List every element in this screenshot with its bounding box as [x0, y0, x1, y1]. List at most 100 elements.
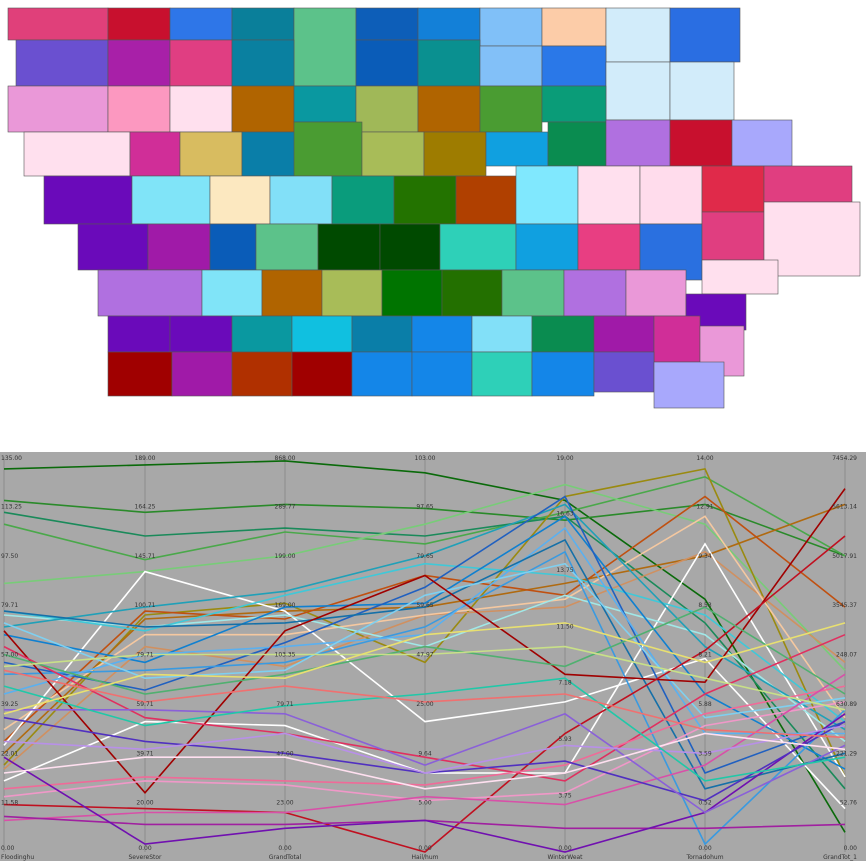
axis-tick-label: 3.59: [698, 750, 712, 757]
axis-tick-label: 14.00: [696, 455, 713, 462]
axis-tick-label: 3.75: [558, 793, 572, 800]
county-region-23: [170, 86, 232, 132]
county-region-91: [292, 352, 352, 396]
county-region-5: [356, 8, 418, 40]
county-region-19: [606, 62, 670, 120]
axis-name-Hail/hum: Hail/hum: [412, 854, 439, 861]
county-region-83: [472, 316, 532, 352]
axis-tick-label: 11.58: [1, 800, 18, 807]
county-region-43: [132, 176, 210, 224]
county-region-30: [24, 132, 130, 176]
county-region-2: [170, 8, 232, 40]
axis-tick-label: 164.25: [135, 503, 156, 510]
county-region-7: [480, 8, 542, 46]
county-region-42: [44, 176, 132, 224]
county-region-35: [362, 132, 424, 176]
county-region-95: [532, 352, 594, 396]
axis-tick-label: 103.00: [415, 455, 436, 462]
county-region-27: [418, 86, 480, 132]
axis-tick-label: 79.71: [1, 602, 18, 609]
axis-tick-label: 199.00: [275, 553, 296, 560]
county-region-40: [670, 120, 732, 166]
county-region-55: [148, 224, 210, 270]
county-region-80: [292, 316, 352, 352]
axis-tick-label: 79.65: [416, 553, 433, 560]
axis-tick-label: 79.71: [276, 701, 293, 708]
axis-tick-label: 0.00: [698, 845, 712, 852]
axis-tick-label: 59.71: [136, 701, 153, 708]
axis-tick-label: 9.34: [698, 553, 712, 560]
county-region-66: [98, 270, 202, 316]
county-region-60: [440, 224, 516, 270]
axis-tick-label: 0.00: [1, 845, 15, 852]
axis-tick-label: 221.29: [836, 750, 857, 757]
county-region-54: [78, 224, 148, 270]
county-region-97: [654, 362, 724, 408]
axis-tick-label: 5613.14: [832, 503, 857, 510]
county-region-51: [640, 166, 702, 224]
county-region-10: [670, 8, 740, 62]
county-region-78: [170, 316, 232, 352]
county-region-3: [232, 8, 294, 40]
county-region-24: [232, 86, 294, 132]
county-region-38: [548, 122, 606, 166]
county-region-22: [108, 86, 170, 132]
axis-tick-label: 8.53: [698, 602, 712, 609]
axis-name-GrandTotal: GrandTotal: [269, 854, 302, 861]
county-region-88: [108, 352, 172, 396]
county-region-39: [606, 120, 670, 166]
county-region-82: [412, 316, 472, 352]
county-region-26: [356, 86, 418, 132]
county-region-44: [210, 176, 270, 224]
axis-name-WinterWeat: WinterWeat: [547, 854, 583, 861]
county-region-47: [394, 176, 456, 224]
county-region-21: [8, 86, 108, 132]
county-region-13: [170, 40, 232, 86]
axis-tick-label: 3545.37: [832, 602, 857, 609]
county-region-93: [412, 352, 472, 396]
axis-tick-label: 39.25: [1, 701, 18, 708]
county-region-31: [130, 132, 180, 176]
county-region-77: [108, 316, 170, 352]
axis-tick-label: 289.77: [275, 503, 296, 510]
county-region-81: [352, 316, 412, 352]
county-region-33: [242, 132, 302, 176]
axis-tick-label: 12.91: [696, 503, 713, 510]
axis-tick-label: 135.00: [1, 455, 22, 462]
axis-name-Floodinghu: Floodinghu: [1, 854, 34, 861]
axis-tick-label: 248.07: [836, 652, 857, 659]
axis-tick-label: 100.71: [135, 602, 156, 609]
parallel-coordinates-canvas: 135.00 113.25 97.50 79.71 57.00 39.25 22.01 11.…: [0, 452, 866, 861]
county-region-92: [352, 352, 412, 396]
county-region-52: [702, 166, 764, 212]
county-region-28: [480, 86, 542, 132]
county-region-61: [516, 224, 578, 270]
county-region-62: [578, 224, 640, 270]
county-region-41: [732, 120, 792, 166]
axis-tick-label: 0.00: [418, 845, 432, 852]
county-region-90: [232, 352, 292, 396]
county-region-57: [256, 224, 318, 270]
county-region-86: [654, 316, 700, 362]
county-region-71: [442, 270, 502, 316]
county-region-18: [542, 46, 606, 86]
county-region-29: [542, 86, 606, 122]
county-region-67: [202, 270, 262, 316]
axis-tick-label: 103.35: [275, 652, 296, 659]
county-region-37: [486, 132, 548, 166]
county-region-25: [294, 86, 356, 122]
axis-tick-label: 5.88: [698, 701, 712, 708]
county-region-14: [232, 40, 294, 86]
county-region-72: [502, 270, 564, 316]
axis-name-SevereStor: SevereStor: [128, 854, 162, 861]
axis-tick-label: 13.75: [556, 567, 573, 574]
axis-tick-label: 39.71: [136, 750, 153, 757]
county-region-65: [764, 202, 860, 276]
axis-tick-label: 47.00: [276, 750, 293, 757]
county-region-74: [626, 270, 686, 316]
axis-tick-label: 169.00: [275, 602, 296, 609]
axis-tick-label: 630.89: [836, 701, 857, 708]
county-region-96: [594, 352, 654, 392]
axis-tick-label: 79.71: [136, 652, 153, 659]
county-region-58: [318, 224, 380, 270]
